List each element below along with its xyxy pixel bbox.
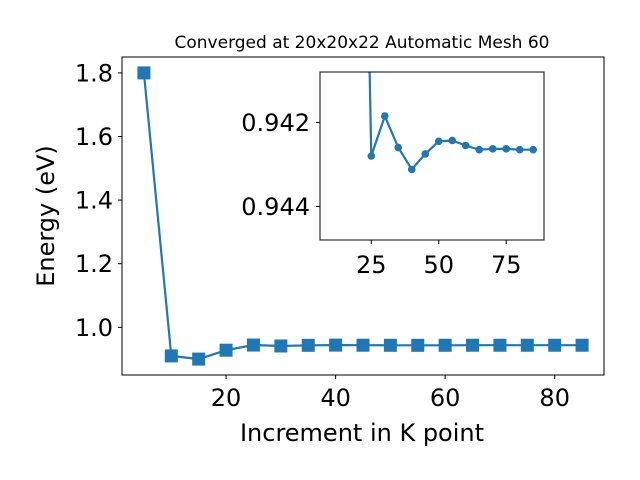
y-tick-label: 0.942 — [241, 109, 310, 137]
data-point — [448, 136, 457, 145]
data-point — [548, 338, 562, 352]
data-point — [575, 338, 589, 352]
y-tick-label: 0.944 — [241, 193, 310, 221]
data-point — [367, 152, 376, 160]
data-point — [164, 349, 178, 363]
data-point — [274, 339, 288, 353]
data-point — [356, 338, 370, 352]
data-point — [407, 165, 416, 174]
x-tick-label: 60 — [430, 384, 461, 412]
data-point — [329, 338, 343, 352]
y-tick-label: 1.2 — [75, 250, 113, 278]
data-point — [529, 145, 538, 154]
y-tick-label: 1.4 — [75, 187, 113, 215]
data-point — [394, 143, 403, 152]
axes-frame — [319, 71, 545, 241]
x-tick-label: 80 — [539, 384, 570, 412]
y-tick-label: 1.0 — [75, 314, 113, 342]
y-tick-label: 1.6 — [75, 123, 113, 151]
x-tick-label: 20 — [211, 384, 242, 412]
data-point — [411, 338, 425, 352]
data-point — [461, 141, 470, 150]
data-point — [515, 145, 524, 154]
x-tick-label: 50 — [423, 251, 454, 279]
data-point — [493, 338, 507, 352]
x-axis-label: Increment in K point — [240, 419, 484, 447]
data-point — [219, 343, 233, 357]
data-point — [488, 145, 497, 153]
data-point — [137, 66, 151, 80]
inset-plot: 25 50 75 0.942 0.944 — [241, 71, 545, 279]
data-point — [475, 145, 484, 154]
x-tick-label: 75 — [491, 251, 522, 279]
x-tick-label: 40 — [320, 384, 351, 412]
series-line-lead — [368, 72, 373, 157]
data-point — [502, 145, 511, 153]
data-point — [434, 137, 443, 146]
data-point — [383, 338, 397, 352]
y-tick-label: 1.8 — [75, 59, 113, 87]
data-point — [466, 338, 480, 352]
chart-title: Converged at 20x20x22 Automatic Mesh 60 — [175, 33, 550, 53]
inset-background — [320, 72, 544, 240]
data-point — [520, 338, 534, 352]
data-point — [301, 338, 315, 352]
y-axis-label: Energy (eV) — [32, 145, 60, 287]
x-tick-label: 25 — [356, 251, 387, 279]
data-point — [421, 150, 430, 158]
data-point — [246, 338, 260, 352]
data-point — [438, 338, 452, 352]
data-point — [380, 112, 389, 120]
data-point — [192, 352, 206, 366]
axes-frame — [121, 56, 605, 376]
main-plot: 20 40 60 80 1.0 1.2 1.4 1.6 1.8 — [75, 56, 605, 412]
